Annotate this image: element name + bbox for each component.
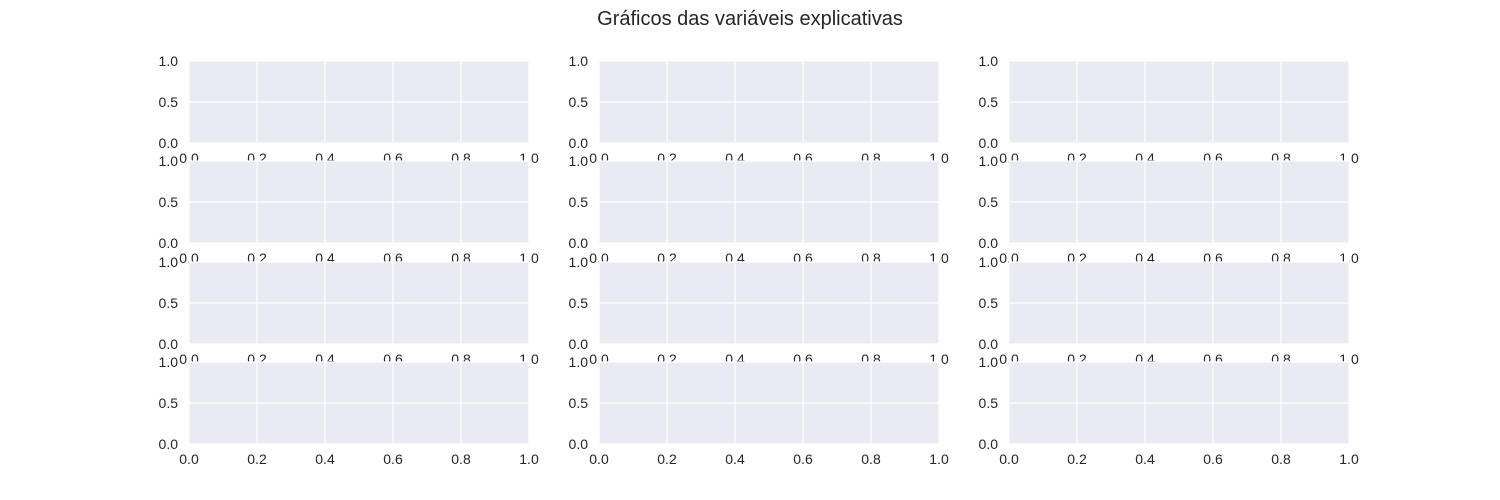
x-tick-label: 0.0 — [589, 451, 609, 467]
y-tick-label: 1.0 — [979, 153, 999, 169]
y-tick-label: 0.5 — [159, 94, 179, 110]
x-tick-label: 0.2 — [657, 451, 677, 467]
x-tick-label: 0.2 — [247, 451, 267, 467]
y-tick-label: 1.0 — [979, 354, 999, 370]
figure-title: Gráficos das variáveis explicativas — [597, 8, 903, 30]
subplot-4-2: 0.0 0.5 1.0 0.0 0.2 0.4 0.6 0.8 1.0 — [569, 354, 949, 467]
subplot-3-3: 0.00.51.00.0 0.2 0.4 0.6 0.8 1.0 — [979, 254, 1359, 367]
subplot-2-1: 0.00.51.00.0 0.2 0.4 0.6 0.8 1.0 — [159, 153, 539, 266]
y-tick-label: 1.0 — [159, 53, 179, 69]
y-tick-label: 0.0 — [979, 336, 999, 352]
x-tick-label: 0.0 — [999, 451, 1019, 467]
y-tick-label: 0.0 — [979, 436, 999, 452]
y-tick-label: 0.5 — [979, 194, 999, 210]
y-tick-label: 1.0 — [569, 53, 589, 69]
y-tick-label: 1.0 — [159, 153, 179, 169]
x-tick-label: 1.0 — [519, 451, 539, 467]
y-tick-label: 1.0 — [979, 254, 999, 270]
x-tick-label: 0.4 — [315, 451, 335, 467]
x-tick-label: 0.4 — [725, 451, 745, 467]
y-tick-label: 0.0 — [159, 135, 179, 151]
x-tick-label: 0.8 — [1271, 451, 1291, 467]
subplot-4-1: 0.0 0.5 1.0 0.0 0.2 0.4 0.6 0.8 1.0 — [159, 354, 539, 467]
y-tick-label: 0.0 — [979, 135, 999, 151]
y-tick-label: 1.0 — [569, 254, 589, 270]
y-tick-label: 0.5 — [569, 94, 589, 110]
y-tick-label: 1.0 — [569, 354, 589, 370]
y-tick-label: 0.5 — [569, 194, 589, 210]
y-tick-label: 0.0 — [569, 235, 589, 251]
y-tick-label: 0.0 — [159, 436, 179, 452]
y-tick-label: 0.0 — [979, 235, 999, 251]
x-tick-label: 1.0 — [1339, 451, 1359, 467]
x-tick-label: 0.8 — [861, 451, 881, 467]
x-tick-label: 0.6 — [793, 451, 813, 467]
y-tick-label: 0.0 — [159, 235, 179, 251]
subplot-3-1: 0.00.51.00.0 0.2 0.4 0.6 0.8 1.0 — [159, 254, 539, 367]
x-tick-label: 0.6 — [1203, 451, 1223, 467]
x-tick-label: 0.2 — [1067, 451, 1087, 467]
y-tick-label: 0.5 — [979, 94, 999, 110]
y-tick-label: 0.5 — [979, 395, 999, 411]
subplot-1-2: 0.00.51.00.0 0.2 0.4 0.6 0.8 1.0 — [569, 53, 949, 166]
x-tick-label: 0.0 — [179, 451, 199, 467]
y-tick-label: 0.5 — [159, 295, 179, 311]
y-tick-label: 0.0 — [159, 336, 179, 352]
y-tick-label: 0.5 — [569, 295, 589, 311]
x-tick-label: 0.6 — [383, 451, 403, 467]
subplot-4-3: 0.0 0.5 1.0 0.0 0.2 0.4 0.6 0.8 1.0 — [979, 354, 1359, 467]
y-tick-label: 1.0 — [979, 53, 999, 69]
y-tick-label: 0.0 — [569, 336, 589, 352]
y-tick-label: 0.5 — [569, 395, 589, 411]
y-tick-label: 1.0 — [159, 354, 179, 370]
subplot-2-2: 0.00.51.00.0 0.2 0.4 0.6 0.8 1.0 — [569, 153, 949, 266]
x-tick-label: 1.0 — [929, 451, 949, 467]
x-tick-label: 0.8 — [451, 451, 471, 467]
y-tick-label: 0.0 — [569, 436, 589, 452]
y-tick-label: 1.0 — [159, 254, 179, 270]
y-tick-label: 0.5 — [159, 395, 179, 411]
y-tick-label: 0.5 — [159, 194, 179, 210]
y-tick-label: 1.0 — [569, 153, 589, 169]
y-tick-label: 0.0 — [569, 135, 589, 151]
y-tick-label: 0.5 — [979, 295, 999, 311]
subplot-grid: 0.00.51.00.0 0.2 0.4 0.6 0.8 1.00.00.51.00.0 0… — [159, 53, 1359, 467]
x-tick-label: 0.4 — [1135, 451, 1155, 467]
